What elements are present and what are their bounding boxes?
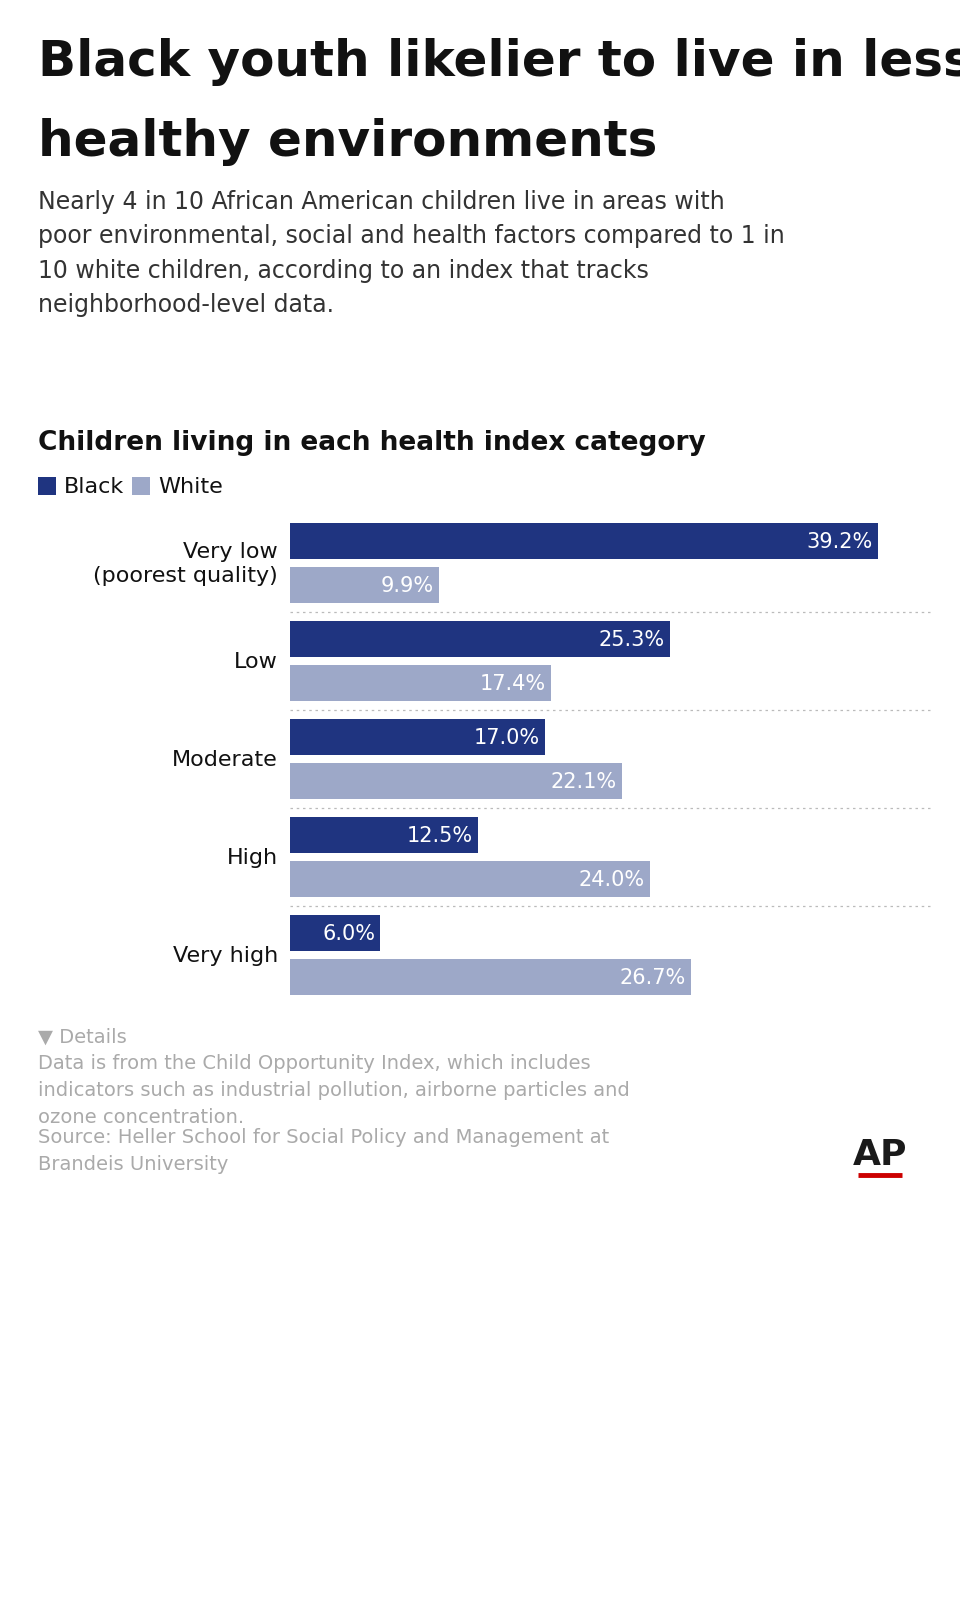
Text: Very low
(poorest quality): Very low (poorest quality) bbox=[93, 541, 278, 586]
Text: Very high: Very high bbox=[173, 945, 278, 965]
Text: 22.1%: 22.1% bbox=[550, 772, 616, 791]
Bar bbox=[132, 478, 150, 496]
Bar bbox=[290, 523, 878, 560]
Text: AP: AP bbox=[852, 1138, 907, 1172]
Text: ▼ Details: ▼ Details bbox=[38, 1027, 127, 1046]
Bar bbox=[290, 817, 477, 854]
Text: Moderate: Moderate bbox=[172, 750, 278, 769]
Bar bbox=[38, 478, 56, 496]
Bar bbox=[290, 764, 621, 799]
Text: 24.0%: 24.0% bbox=[579, 870, 645, 889]
Bar bbox=[290, 719, 545, 756]
Text: Black: Black bbox=[64, 477, 124, 496]
Text: Data is from the Child Opportunity Index, which includes
indicators such as indu: Data is from the Child Opportunity Index… bbox=[38, 1053, 630, 1127]
Text: Source: Heller School for Social Policy and Management at
Brandeis University: Source: Heller School for Social Policy … bbox=[38, 1127, 610, 1173]
Text: Low: Low bbox=[234, 652, 278, 671]
Text: 25.3%: 25.3% bbox=[598, 629, 664, 650]
Bar bbox=[290, 960, 690, 995]
Text: 26.7%: 26.7% bbox=[619, 968, 685, 987]
Text: healthy environments: healthy environments bbox=[38, 117, 658, 165]
Text: 9.9%: 9.9% bbox=[380, 576, 434, 595]
Text: 39.2%: 39.2% bbox=[806, 531, 873, 552]
Text: Children living in each health index category: Children living in each health index cat… bbox=[38, 430, 706, 456]
Text: 17.4%: 17.4% bbox=[480, 674, 546, 693]
Text: Black youth likelier to live in less: Black youth likelier to live in less bbox=[38, 39, 960, 87]
Text: High: High bbox=[227, 847, 278, 867]
Text: 6.0%: 6.0% bbox=[322, 923, 375, 944]
Bar bbox=[290, 862, 650, 897]
Text: Nearly 4 in 10 African American children live in areas with
poor environmental, : Nearly 4 in 10 African American children… bbox=[38, 189, 784, 318]
Text: 17.0%: 17.0% bbox=[474, 727, 540, 748]
Bar bbox=[290, 915, 380, 952]
Bar bbox=[290, 568, 439, 603]
Text: 12.5%: 12.5% bbox=[406, 825, 472, 846]
Text: White: White bbox=[158, 477, 223, 496]
Bar bbox=[290, 621, 669, 658]
Bar bbox=[290, 666, 551, 701]
